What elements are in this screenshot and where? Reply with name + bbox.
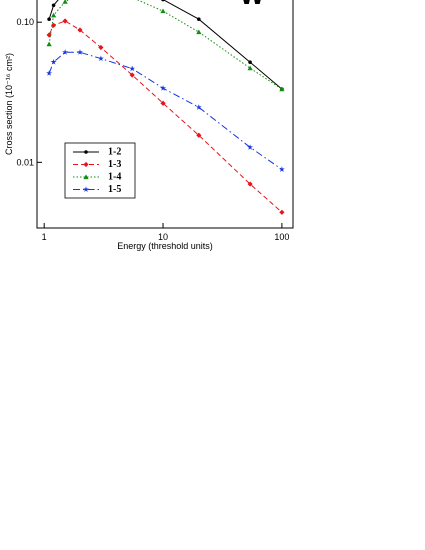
legend-marker: [84, 150, 88, 154]
marker: [247, 65, 253, 71]
marker: [197, 17, 201, 22]
marker: [46, 41, 52, 47]
legend-marker: [83, 186, 89, 193]
marker: [196, 132, 202, 138]
x-axis-label: Energy (threshold units): [117, 241, 213, 251]
marker: [98, 44, 104, 51]
x-tick-label: 100: [274, 232, 289, 242]
marker: [279, 86, 285, 92]
legend-label: 1-2: [108, 146, 121, 157]
marker: [129, 72, 135, 78]
marker: [51, 3, 56, 8]
legend-label: 1-3: [108, 159, 121, 170]
marker: [50, 22, 57, 28]
legend-marker: [83, 174, 89, 180]
marker: [129, 65, 136, 72]
series-line: [48, 0, 283, 90]
marker: [279, 209, 285, 215]
marker: [196, 29, 202, 35]
x-tick-label: 10: [158, 232, 168, 242]
series-line: [48, 51, 283, 170]
marker: [50, 12, 57, 18]
marker: [160, 100, 166, 106]
marker: [76, 49, 83, 55]
annotation: W: [240, 0, 265, 10]
marker: [50, 58, 57, 65]
y-tick-label: 0.10: [16, 17, 34, 27]
legend-label: 1-5: [108, 184, 121, 195]
marker: [160, 85, 167, 91]
y-tick-label: 0.01: [16, 157, 34, 167]
marker: [97, 55, 104, 62]
y-axis-label: Cross section (10⁻¹⁶ cm²): [4, 53, 14, 155]
marker: [160, 8, 166, 14]
plot-frame: [36, 0, 294, 229]
marker: [62, 49, 69, 55]
marker: [62, 18, 68, 24]
marker: [247, 181, 253, 187]
legend-marker: [83, 161, 89, 168]
x-tick-label: 1: [42, 232, 47, 242]
marker: [278, 166, 285, 172]
legend-label: 1-4: [108, 171, 121, 182]
marker: [195, 104, 202, 110]
plot-area: [46, 0, 285, 215]
marker: [248, 60, 252, 65]
marker: [161, 0, 165, 2]
marker: [77, 27, 83, 33]
marker: [247, 144, 254, 150]
marker: [47, 17, 51, 22]
series-line: [48, 0, 283, 90]
marker: [46, 70, 53, 76]
series-line: [48, 20, 283, 213]
marker: [62, 0, 68, 4]
